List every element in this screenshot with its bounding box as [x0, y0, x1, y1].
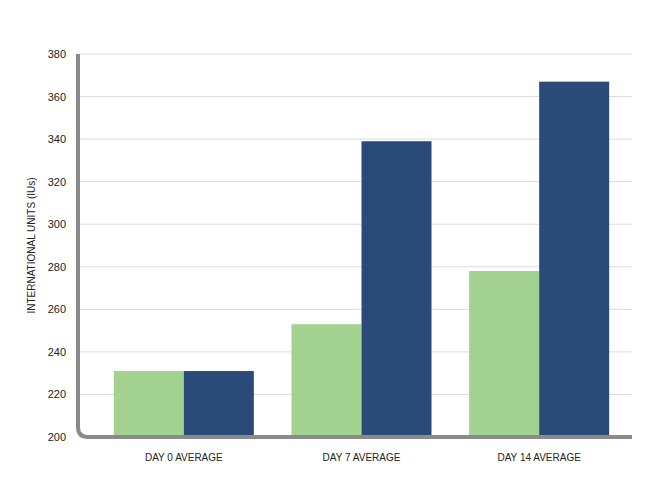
y-tick-label: 300: [48, 218, 66, 230]
y-tick-label: 380: [48, 48, 66, 60]
bars: [114, 82, 609, 437]
bar: [362, 141, 432, 437]
y-tick-label: 280: [48, 261, 66, 273]
bar: [539, 82, 609, 437]
y-tick-label: 340: [48, 133, 66, 145]
x-tick-label: DAY 0 AVERAGE: [145, 452, 223, 463]
x-tick-labels: DAY 0 AVERAGE DAY 7 AVERAGE DAY 14 AVERAGE: [145, 452, 581, 463]
y-axis-label: INTERNATIONAL UNITS (IUs): [26, 177, 37, 313]
y-tick-label: 360: [48, 91, 66, 103]
axis-line: [78, 54, 632, 437]
y-tick-label: 260: [48, 303, 66, 315]
bar: [292, 324, 362, 437]
grid-line: [78, 54, 632, 55]
bar: [469, 271, 539, 437]
y-tick-label: 240: [48, 346, 66, 358]
grid: [78, 54, 632, 437]
bar: [114, 371, 184, 437]
chart-svg: 200 220 240 260 280 300 320 340 360 380 DAY 0 AVER…: [0, 0, 666, 500]
y-tick-labels: 200 220 240 260 280 300 320 340 360 380: [48, 48, 66, 443]
x-tick-label: DAY 14 AVERAGE: [497, 452, 581, 463]
y-tick-label: 320: [48, 176, 66, 188]
y-tick-label: 200: [48, 431, 66, 443]
y-tick-label: 220: [48, 388, 66, 400]
chart-container: 200 220 240 260 280 300 320 340 360 380 DAY 0 AVER…: [0, 0, 666, 500]
bar: [184, 371, 254, 437]
x-tick-label: DAY 7 AVERAGE: [323, 452, 401, 463]
